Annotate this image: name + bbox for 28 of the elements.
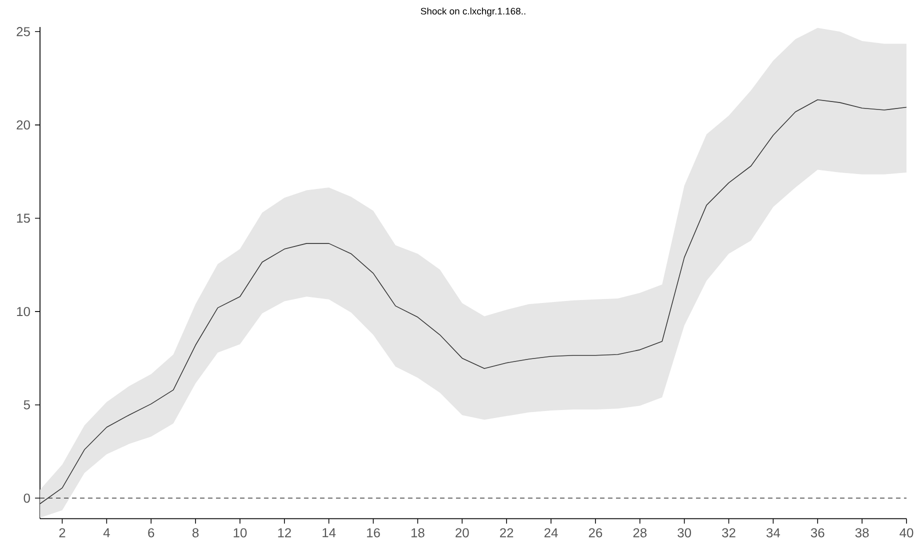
x-tick-label: 2 bbox=[59, 528, 66, 538]
y-tick-label: 0 bbox=[24, 494, 30, 503]
x-tick-label: 4 bbox=[103, 528, 110, 538]
x-tick-label: 28 bbox=[633, 528, 647, 538]
x-tick-label: 34 bbox=[766, 528, 780, 538]
y-tick-label: 25 bbox=[16, 27, 30, 36]
y-tick-label: 5 bbox=[24, 400, 30, 410]
x-tick-label: 10 bbox=[234, 528, 247, 538]
x-tick-label: 8 bbox=[192, 528, 199, 538]
x-tick-label: 18 bbox=[411, 528, 424, 538]
x-tick-label: 12 bbox=[278, 528, 291, 538]
x-tick-label: 26 bbox=[588, 528, 602, 538]
x-tick-label: 36 bbox=[810, 528, 824, 538]
y-tick-label: 10 bbox=[17, 306, 30, 316]
x-tick-label: 20 bbox=[456, 528, 469, 538]
x-tick-label: 16 bbox=[367, 528, 380, 538]
line-series bbox=[40, 99, 907, 504]
x-tick-label: 24 bbox=[544, 528, 558, 538]
x-tick-label: 30 bbox=[678, 528, 692, 538]
x-tick-label: 14 bbox=[322, 528, 336, 538]
x-tick-label: 38 bbox=[855, 528, 869, 538]
x-tick-label: 6 bbox=[148, 528, 154, 538]
x-tick-label: 22 bbox=[500, 528, 514, 538]
y-tick-label: 20 bbox=[16, 120, 30, 130]
chart-title: Shock on c.lxchgr.1.168.. bbox=[420, 8, 526, 16]
x-tick-label: 40 bbox=[900, 528, 914, 538]
y-tick-label: 15 bbox=[17, 214, 30, 223]
x-tick-label: 32 bbox=[722, 528, 736, 538]
